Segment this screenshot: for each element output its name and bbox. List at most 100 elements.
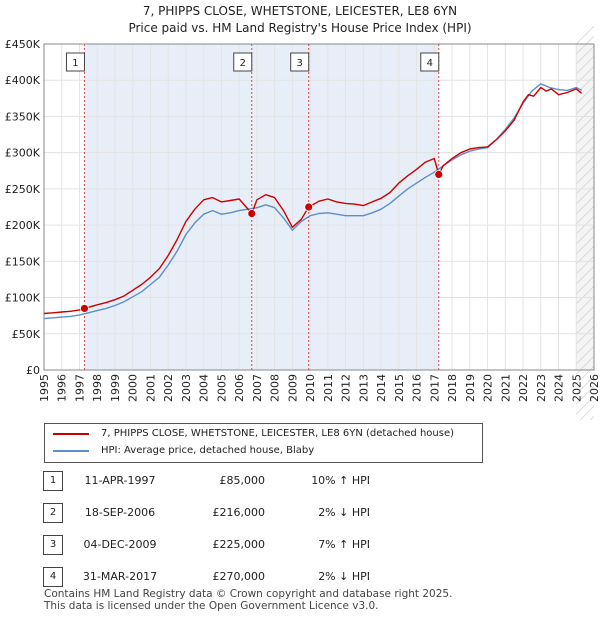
- legend-item-property: 7, PHIPPS CLOSE, WHETSTONE, LEICESTER, L…: [53, 428, 454, 439]
- x-tick-label: 2013: [357, 374, 370, 402]
- legend-swatch-hpi: [53, 449, 89, 452]
- legend: 7, PHIPPS CLOSE, WHETSTONE, LEICESTER, L…: [44, 423, 483, 463]
- x-tick-label: 2005: [215, 374, 228, 402]
- transaction-hpi-diff: 2% ↓ HPI: [318, 570, 370, 583]
- transaction-date: 18-SEP-2006: [84, 506, 156, 519]
- sale-point-1: [80, 304, 89, 313]
- transaction-number: 2: [43, 503, 63, 523]
- plot-frame: [43, 43, 595, 371]
- x-tick-label: 2009: [286, 374, 299, 402]
- event-marker-box-3: [290, 52, 310, 72]
- x-tick-label: 2026: [588, 374, 600, 402]
- y-tick-label: £400K: [5, 74, 41, 87]
- transaction-hpi-diff: 2% ↓ HPI: [318, 506, 370, 519]
- x-tick-label: 2010: [304, 374, 317, 402]
- x-tick-label: 2000: [127, 374, 140, 402]
- transaction-date: 11-APR-1997: [84, 474, 156, 487]
- x-tick-label: 1995: [38, 374, 51, 402]
- y-tick-label: £150K: [5, 255, 41, 268]
- footer-copyright: Contains HM Land Registry data © Crown c…: [44, 588, 453, 600]
- x-tick-label: 1998: [91, 374, 104, 402]
- sale-point-3: [304, 202, 314, 212]
- forecast-hatch: [576, 386, 595, 405]
- y-tick-label: £100K: [5, 292, 41, 305]
- forecast-hatch: [576, 196, 595, 215]
- transaction-price: £85,000: [219, 474, 266, 487]
- event-marker-label-1: 1: [72, 58, 78, 69]
- property-price-line: [43, 86, 583, 315]
- forecast-hatch: [576, 206, 595, 225]
- forecast-region: [576, 44, 594, 370]
- x-tick-label: 2011: [322, 374, 335, 402]
- forecast-hatch: [576, 296, 595, 315]
- sale-point-2: [247, 209, 257, 218]
- chart-subtitle: Price paid vs. HM Land Registry's House …: [128, 21, 472, 35]
- event-marker-box-2: [233, 52, 253, 72]
- transaction-number: 1: [43, 471, 63, 491]
- forecast-hatch: [576, 256, 595, 275]
- y-tick-label: £350K: [5, 110, 41, 123]
- transaction-hpi-diff: 10% ↑ HPI: [311, 474, 370, 487]
- forecast-hatch: [576, 286, 595, 305]
- forecast-hatch: [576, 106, 595, 125]
- forecast-hatch: [579, 406, 595, 420]
- transaction-hpi-diff: 7% ↑ HPI: [318, 538, 370, 551]
- forecast-hatch: [576, 136, 595, 155]
- forecast-hatch: [576, 266, 595, 285]
- y-tick-label: £0: [26, 364, 40, 377]
- y-tick-label: £300K: [5, 147, 41, 160]
- event-marker-label-3: 3: [297, 58, 303, 69]
- forecast-hatch: [576, 336, 595, 355]
- sale-point-4: [434, 169, 444, 179]
- x-tick-label: 2025: [570, 374, 583, 402]
- forecast-hatch: [576, 126, 595, 145]
- legend-item-hpi: HPI: Average price, detached house, Blab…: [53, 445, 314, 456]
- transaction-price: £270,000: [212, 570, 266, 583]
- price-chart: £0 £50K £100K £150K £200K £250K £300K £350K £400…: [5, 26, 600, 420]
- footer-licence: This data is licensed under the Open Gov…: [44, 600, 379, 612]
- x-tick-label: 2006: [233, 374, 246, 402]
- forecast-hatch: [576, 396, 595, 415]
- transaction-price: £216,000: [212, 506, 266, 519]
- y-tick-label: £200K: [5, 219, 41, 232]
- event-marker-label-2: 2: [240, 58, 246, 69]
- forecast-hatch: [576, 66, 595, 85]
- x-tick-label: 2015: [393, 374, 406, 402]
- x-tick-label: 2018: [446, 374, 459, 402]
- forecast-hatch: [576, 366, 595, 385]
- legend-label-property: 7, PHIPPS CLOSE, WHETSTONE, LEICESTER, L…: [101, 428, 455, 439]
- x-tick-label: 2014: [375, 374, 388, 402]
- transaction-number: 3: [43, 535, 63, 555]
- transaction-date: 31-MAR-2017: [82, 570, 158, 583]
- forecast-hatch: [576, 26, 595, 45]
- forecast-hatch: [589, 416, 595, 420]
- x-tick-label: 2019: [464, 374, 477, 402]
- x-tick-label: 2023: [535, 374, 548, 402]
- forecast-hatch: [576, 276, 595, 295]
- x-tick-label: 1997: [73, 374, 86, 402]
- x-tick-label: 2020: [482, 374, 495, 402]
- forecast-hatch: [576, 356, 595, 375]
- forecast-hatch: [576, 326, 595, 345]
- x-tick-label: 2024: [553, 374, 566, 402]
- forecast-hatch: [576, 316, 595, 335]
- y-tick-label: £250K: [5, 183, 41, 196]
- forecast-hatch: [576, 376, 595, 395]
- forecast-hatch: [576, 46, 595, 65]
- forecast-hatch: [576, 166, 595, 185]
- x-tick-label: 2002: [162, 374, 175, 402]
- event-marker-label-4: 4: [427, 58, 433, 69]
- x-tick-label: 2016: [411, 374, 424, 402]
- forecast-hatch: [576, 236, 595, 255]
- forecast-hatch: [576, 226, 595, 245]
- event-marker-box-1: [65, 52, 85, 72]
- forecast-hatch: [576, 346, 595, 365]
- x-tick-label: 2012: [340, 374, 353, 402]
- forecast-hatch: [576, 176, 595, 195]
- x-tick-label: 2007: [251, 374, 264, 402]
- forecast-hatch: [576, 56, 595, 75]
- x-tick-label: 2022: [517, 374, 530, 402]
- ownership-band: [308, 44, 439, 370]
- legend-label-hpi: HPI: Average price, detached house, Blab…: [101, 445, 315, 456]
- y-tick-label: £50K: [12, 328, 41, 341]
